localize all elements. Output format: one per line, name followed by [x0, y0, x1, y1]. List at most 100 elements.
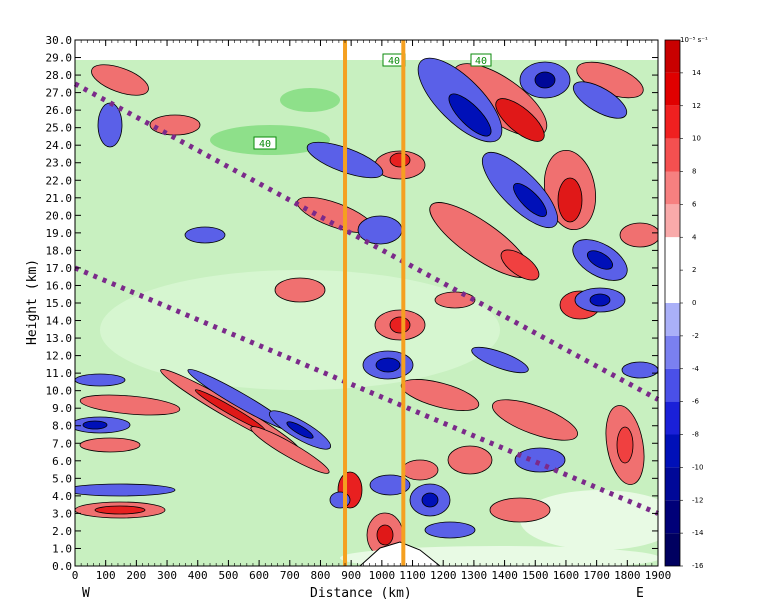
y-tick-label: 25.0 [46, 122, 73, 135]
x-tick-label: 700 [280, 569, 300, 582]
direction-east-label: E [636, 586, 644, 600]
colorbar-swatch [665, 40, 680, 73]
negative-cell [586, 250, 614, 270]
x-tick-label: 1500 [522, 569, 549, 582]
contour-label: 40 [388, 56, 400, 67]
no-data-strip [75, 40, 658, 60]
colorbar-swatch [665, 434, 680, 468]
positive-cell [79, 394, 181, 416]
negative-cell [97, 102, 123, 148]
x-axis: 0 100 200 300 400 500 600 700 800 900 1000 1100 1200… [72, 40, 671, 582]
negative-cell [184, 226, 226, 244]
colorbar-swatch [665, 533, 680, 566]
negative-cell [357, 215, 403, 245]
colorbar-tick-label: 2 [692, 266, 696, 274]
negative-cell [513, 183, 547, 217]
y-tick-label: 3.0 [52, 507, 72, 520]
y-tick-label: 20.0 [46, 209, 73, 222]
colorbar-swatch [665, 500, 680, 534]
colorbar-tick-label: -4 [692, 365, 700, 373]
x-tick-label: 1300 [461, 569, 488, 582]
colorbar-swatch [665, 270, 680, 303]
green-region [280, 88, 340, 112]
positive-cell [389, 316, 411, 334]
negative-cell [514, 447, 566, 473]
colorbar-swatch [665, 467, 680, 501]
colorbar-swatch [665, 401, 680, 435]
x-tick-label: 1000 [369, 569, 396, 582]
x-tick-label: 0 [72, 569, 79, 582]
colorbar-swatch [665, 204, 680, 238]
y-tick-label: 13.0 [46, 332, 73, 345]
colorbar-tick-label: 10 [692, 135, 701, 143]
y-tick-label: 22.0 [46, 174, 73, 187]
y-tick-label: 21.0 [46, 192, 73, 205]
x-tick-label: 1800 [614, 569, 641, 582]
colorbar-tick-label: 4 [692, 233, 697, 241]
y-tick-label: 29.0 [46, 52, 73, 65]
contour-label: 40 [475, 56, 487, 67]
y-tick-label: 14.0 [46, 315, 73, 328]
positive-cell [389, 152, 411, 168]
colorbar-unit: 10⁻⁵ s⁻¹ [680, 36, 708, 44]
green-region [520, 490, 658, 550]
positive-cell [616, 426, 634, 464]
x-tick-label: 200 [126, 569, 146, 582]
colorbar-tick-label: -6 [692, 398, 700, 406]
y-tick-label: 17.0 [46, 262, 73, 275]
y-tick-label: 24.0 [46, 139, 73, 152]
y-tick-label: 7.0 [52, 437, 72, 450]
x-tick-label: 1400 [491, 569, 518, 582]
y-tick-label: 4.0 [52, 490, 72, 503]
colorbar-tick-label: -2 [692, 332, 699, 340]
y-tick-label: 28.0 [46, 69, 73, 82]
y-tick-label: 11.0 [46, 367, 73, 380]
colorbar-tick-label: 12 [692, 102, 701, 110]
colorbar-swatch [665, 171, 680, 205]
colorbar-tick-label: 0 [692, 299, 696, 307]
colorbar-tick-label: -16 [692, 562, 704, 570]
colorbar-tick-label: -12 [692, 496, 703, 504]
y-axis: 0.0 1.0 2.0 3.0 4.0 5.0 6.0 7.0 8.0 9.0 10.0 11.0 12… [46, 34, 658, 573]
y-tick-label: 6.0 [52, 455, 72, 468]
positive-cell [434, 291, 476, 309]
positive-cell [492, 399, 578, 441]
y-tick-label: 0.0 [52, 560, 72, 573]
negative-cell [369, 474, 411, 496]
x-tick-label: 600 [249, 569, 269, 582]
x-axis-label: Distance (km) [310, 586, 412, 600]
negative-cell [75, 483, 176, 497]
negative-cell [82, 420, 108, 430]
colorbar-swatch [665, 368, 680, 402]
colorbar-swatch [665, 105, 680, 139]
colorbar: 14 12 10 8 6 4 2 0 -2 -4 -6 -8 -10 -12 -14 -16 [664, 39, 704, 570]
colorbar-tick-label: 6 [692, 200, 697, 208]
direction-west-label: W [82, 586, 90, 600]
contour-labels: 40 40 40 [253, 53, 492, 150]
positive-cell [489, 497, 551, 523]
field-layer [75, 40, 658, 566]
positive-cell [274, 277, 326, 303]
x-tick-label: 400 [188, 569, 208, 582]
x-tick-label: 1100 [399, 569, 426, 582]
x-tick-label: 900 [341, 569, 361, 582]
positive-cell [94, 505, 146, 515]
positive-cell [401, 459, 439, 481]
negative-cell [375, 357, 401, 373]
x-tick-label: 800 [311, 569, 331, 582]
positive-cell [500, 249, 540, 281]
colorbar-tick-label: -8 [692, 431, 699, 439]
x-tick-label: 1600 [553, 569, 580, 582]
contour-label: 40 [259, 139, 271, 150]
terrain [359, 541, 441, 566]
x-tick-label: 1200 [430, 569, 457, 582]
colorbar-swatch [665, 335, 680, 369]
negative-cell [572, 81, 628, 119]
colorbar-swatch [665, 237, 680, 271]
y-tick-label: 12.0 [46, 350, 73, 363]
negative-cell [421, 492, 439, 508]
y-tick-label: 2.0 [52, 525, 72, 538]
colorbar-swatch [665, 303, 680, 336]
y-tick-label: 30.0 [46, 34, 73, 47]
